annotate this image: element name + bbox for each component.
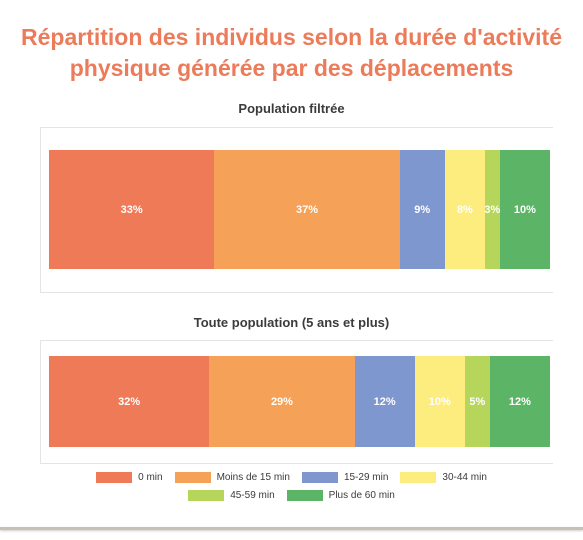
bar-segment: 12% xyxy=(354,356,415,447)
legend-item: Plus de 60 min xyxy=(286,490,395,501)
legend-swatch xyxy=(301,472,338,483)
legend: 0 min Moins de 15 min 15-29 min 30-44 min 4… xyxy=(0,472,583,508)
chart-title: Répartition des individus selon la durée… xyxy=(0,22,583,84)
bar-segment: 10% xyxy=(414,356,465,447)
legend-item: 0 min xyxy=(96,472,163,483)
bar-segment: 12% xyxy=(489,356,550,447)
bar-segment: 37% xyxy=(214,150,400,269)
legend-label: Plus de 60 min xyxy=(328,490,395,501)
bar-segment: 3% xyxy=(484,150,501,269)
data-label: 37% xyxy=(295,203,319,216)
legend-swatch xyxy=(400,472,437,483)
legend-label: 15-29 min xyxy=(343,472,389,483)
data-label: 12% xyxy=(508,395,531,408)
legend-swatch xyxy=(188,490,225,501)
bar-segment: 33% xyxy=(49,150,215,269)
data-label: 10% xyxy=(513,203,536,216)
panel1-gridline-bottom xyxy=(41,292,553,293)
legend-item: 45-59 min xyxy=(188,490,275,501)
legend-row: 0 min Moins de 15 min 15-29 min 30-44 min xyxy=(0,472,583,483)
data-label: 5% xyxy=(469,395,486,408)
data-label: 9% xyxy=(414,203,431,216)
legend-swatch xyxy=(286,490,323,501)
panel1-stacked-bar: 33% 37% 9% 8% 3% 10% xyxy=(49,150,550,269)
legend-item: 15-29 min xyxy=(301,472,389,483)
bar-segment: 10% xyxy=(499,150,550,269)
legend-label: 0 min xyxy=(138,472,163,483)
bar-segment: 5% xyxy=(464,356,490,447)
bar-segment: 29% xyxy=(209,356,355,447)
panel2-gridline-top xyxy=(41,340,553,341)
data-label: 32% xyxy=(118,395,141,408)
bar-segment: 9% xyxy=(399,150,445,269)
legend-item: Moins de 15 min xyxy=(174,472,290,483)
data-label: 3% xyxy=(484,203,501,216)
legend-swatch xyxy=(174,472,211,483)
panel2-title: Toute population (5 ans et plus) xyxy=(193,315,390,330)
chart-title-line1: Répartition des individus selon la durée… xyxy=(21,24,562,50)
legend-label: 45-59 min xyxy=(230,490,275,501)
panel2-gridline-bottom xyxy=(41,463,553,464)
chart-title-line2: physique générée par des déplacements xyxy=(69,55,514,81)
data-label: 10% xyxy=(428,395,451,408)
data-label: 33% xyxy=(120,203,143,216)
panel2-plot-area: 32% 29% 12% 10% 5% 12% xyxy=(40,340,553,464)
panel1-plot-area: 33% 37% 9% 8% 3% 10% xyxy=(40,127,553,293)
panel1-title: Population filtrée xyxy=(238,101,345,116)
legend-row: 45-59 min Plus de 60 min xyxy=(0,490,583,501)
legend-item: 30-44 min xyxy=(400,472,487,483)
legend-label: 30-44 min xyxy=(442,472,487,483)
panel1-gridline-top xyxy=(41,127,553,128)
data-label: 12% xyxy=(373,395,396,408)
data-label: 8% xyxy=(456,203,473,216)
bar-segment: 8% xyxy=(444,150,485,269)
panel2-stacked-bar: 32% 29% 12% 10% 5% 12% xyxy=(49,356,550,447)
legend-label: Moins de 15 min xyxy=(216,472,290,483)
footer-divider xyxy=(0,527,583,530)
data-label: 29% xyxy=(270,395,293,408)
bar-segment: 32% xyxy=(49,356,210,447)
legend-swatch xyxy=(96,472,133,483)
